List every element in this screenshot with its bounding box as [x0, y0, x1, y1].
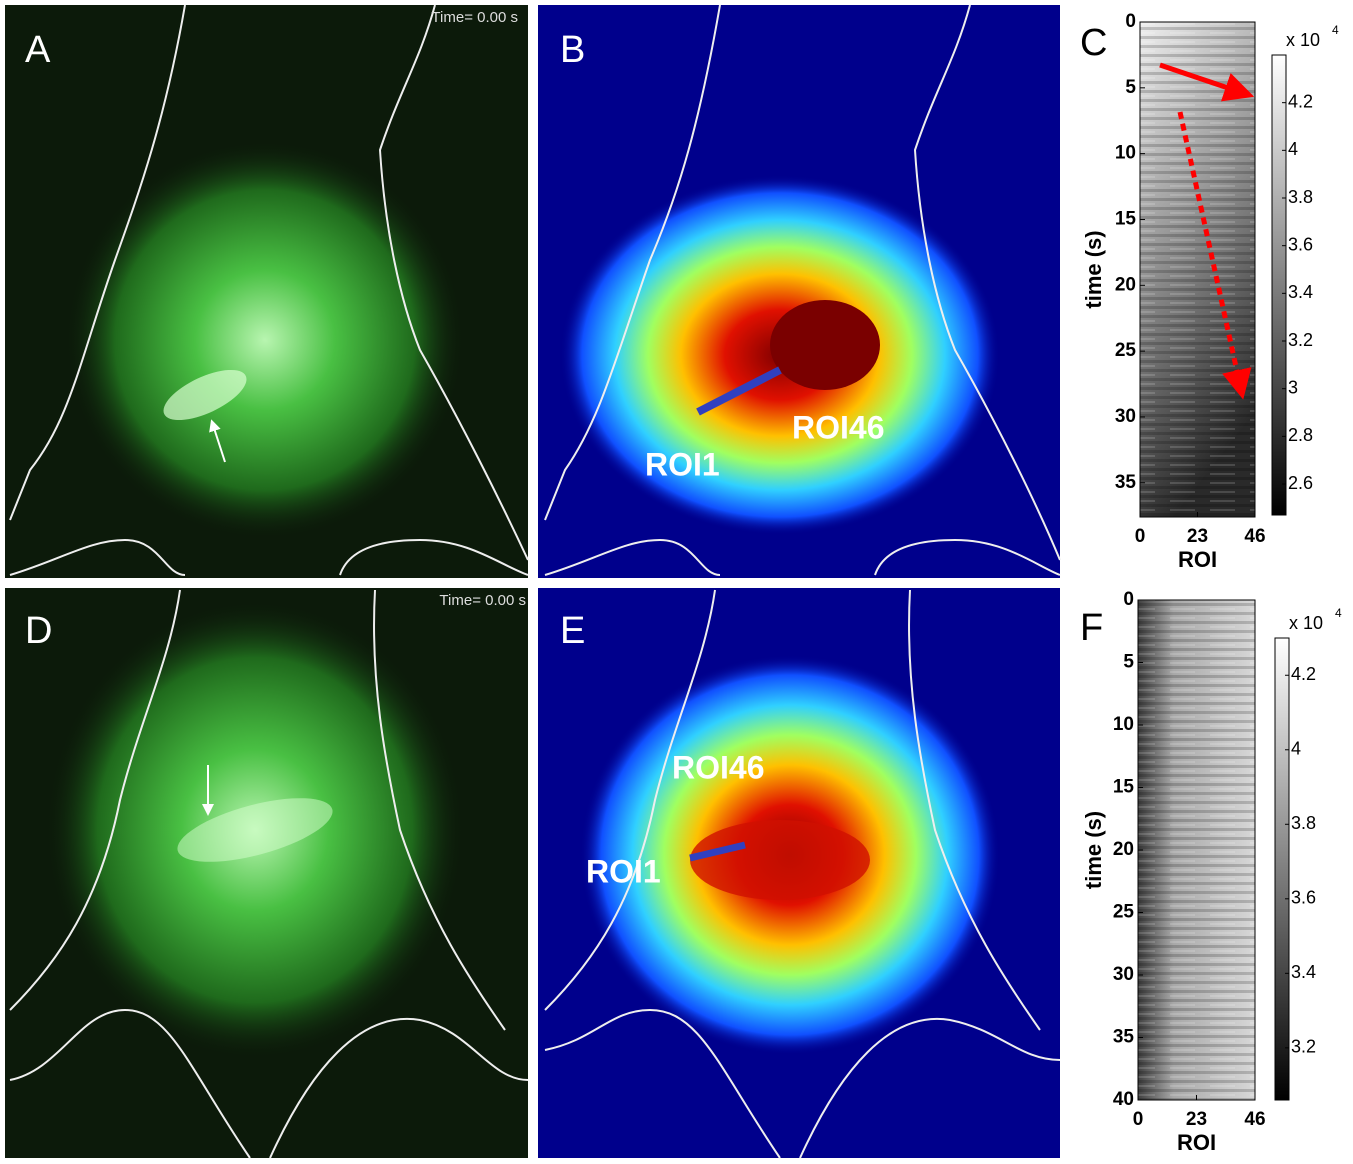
y-tick-label: 35: [1115, 472, 1137, 493]
colorbar-tick-label: 2.8: [1288, 425, 1313, 445]
colorbar-tick-label: 3.8: [1288, 187, 1313, 207]
x-tick-label: 23: [1186, 1109, 1207, 1130]
y-tick-label: 5: [1125, 77, 1136, 98]
panel-label: B: [560, 29, 585, 71]
panel-d: D Time= 0.00 s: [5, 588, 528, 1158]
colorbar-tick-label: 3.4: [1291, 962, 1316, 982]
panel-label: C: [1080, 22, 1107, 64]
y-tick-label: 25: [1113, 902, 1135, 923]
y-tick-label: 15: [1113, 777, 1135, 798]
roi-label: ROI1: [586, 853, 661, 889]
colorbar-tick-label: 3.2: [1291, 1037, 1316, 1057]
panel-label: F: [1080, 607, 1103, 649]
x-tick-label: 46: [1244, 1109, 1265, 1130]
y-axis-label: time (s): [1081, 811, 1106, 889]
panel-b: B ROI1 ROI46: [538, 5, 1060, 578]
colorbar-tick-label: 4.2: [1291, 664, 1316, 684]
roi-label: ROI1: [645, 446, 720, 482]
y-tick-label: 15: [1115, 208, 1137, 229]
x-tick-label: 23: [1187, 526, 1208, 547]
colorbar-exponent: 4: [1332, 23, 1339, 37]
colorbar-multiplier: x 10: [1286, 30, 1320, 50]
x-axis-label: ROI: [1177, 1130, 1216, 1155]
colorbar-tick-label: 4.2: [1288, 91, 1313, 111]
colorbar-tick-label: 3.2: [1288, 330, 1313, 350]
y-axis-label: time (s): [1081, 230, 1106, 308]
y-tick-label: 30: [1113, 964, 1134, 985]
colorbar: [1272, 55, 1286, 515]
y-tick-label: 20: [1115, 274, 1136, 295]
colorbar-multiplier: x 10: [1289, 613, 1323, 633]
y-tick-label: 20: [1113, 839, 1134, 860]
y-tick-label: 0: [1123, 589, 1134, 610]
colorbar-tick-label: 3.6: [1291, 888, 1316, 908]
colorbar-tick-label: 3: [1288, 377, 1298, 397]
colorbar-tick-label: 4: [1291, 739, 1301, 759]
colorbar-tick-label: 4: [1288, 139, 1298, 159]
roi-label: ROI46: [672, 749, 764, 785]
colorbar: [1275, 638, 1289, 1100]
panel-label: A: [25, 29, 51, 71]
panel-a: A Time= 0.00 s: [5, 5, 528, 578]
y-tick-label: 40: [1113, 1089, 1134, 1110]
colorbar-tick-label: 3.6: [1288, 234, 1313, 254]
x-tick-label: 0: [1133, 1109, 1144, 1130]
x-tick-label: 0: [1135, 526, 1146, 547]
colorbar-tick-label: 2.6: [1288, 473, 1313, 493]
y-tick-label: 10: [1113, 714, 1134, 735]
panel-e: E ROI1 ROI46: [538, 588, 1060, 1158]
x-axis-label: ROI: [1178, 547, 1217, 572]
colorbar-exponent: 4: [1335, 606, 1342, 620]
y-tick-label: 30: [1115, 406, 1136, 427]
colorbar-tick-label: 3.4: [1288, 282, 1313, 302]
timestamp: Time= 0.00 s: [431, 9, 518, 26]
y-tick-label: 10: [1115, 143, 1136, 164]
y-tick-label: 25: [1115, 340, 1137, 361]
x-tick-label: 46: [1244, 526, 1265, 547]
y-tick-label: 5: [1123, 652, 1134, 673]
timestamp: Time= 0.00 s: [439, 592, 526, 609]
roi-label: ROI46: [792, 409, 884, 445]
figure: A Time= 0.00 s B ROI1 ROI46 D Time= 0.00…: [0, 0, 1353, 1159]
panel-label: E: [560, 610, 585, 652]
y-tick-label: 35: [1113, 1027, 1135, 1048]
panel-label: D: [25, 610, 52, 652]
colorbar-tick-label: 3.8: [1291, 813, 1316, 833]
y-tick-label: 0: [1125, 11, 1136, 32]
